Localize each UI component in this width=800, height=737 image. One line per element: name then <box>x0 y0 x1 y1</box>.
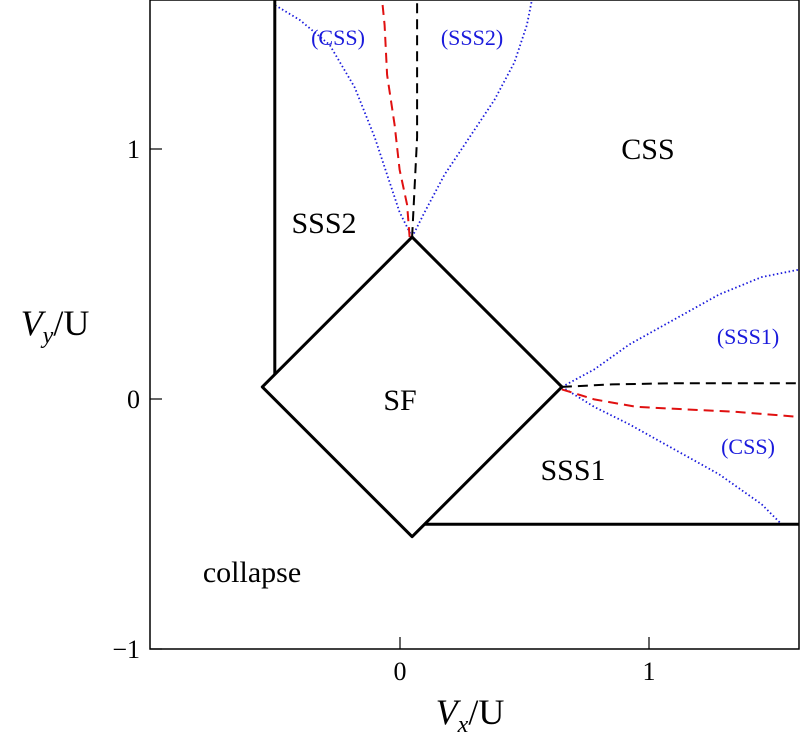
dotted-curve-right-lower <box>561 386 783 525</box>
y-axis-label-sub: y <box>41 323 54 349</box>
dashed-curve-right-black <box>561 382 799 388</box>
y-tick-label-1: 1 <box>127 135 140 164</box>
x-axis-label-main: V <box>436 692 462 732</box>
x-tick-label-1: 1 <box>643 657 656 686</box>
plot-frame <box>149 0 800 650</box>
region-label-css: CSS <box>621 133 674 166</box>
y-tick-label-0: 0 <box>127 385 140 414</box>
annotation-right-sss1: (SSS1) <box>717 324 779 349</box>
x-axis-label-rest: /U <box>468 692 504 732</box>
region-label-sss2: SSS2 <box>291 207 356 240</box>
y-axis-label-rest: /U <box>53 303 89 343</box>
annotation-right-css: (CSS) <box>721 434 775 459</box>
x-axis-label: Vx/U <box>436 692 505 737</box>
dashed-curve-right-red <box>561 388 800 418</box>
annotation-top-css: (CSS) <box>311 25 365 50</box>
curves <box>260 0 800 539</box>
annotation-top-sss2: (SSS2) <box>441 25 503 50</box>
region-label-sf: SF <box>383 384 416 417</box>
dashed-curve-top-red <box>381 0 411 238</box>
y-axis-label-main: V <box>21 303 47 343</box>
region-label-sss1: SSS1 <box>540 454 605 487</box>
x-tick-label-0: 0 <box>394 657 407 686</box>
dashed-curve-top-black <box>411 0 419 238</box>
x-axis-label-sub: x <box>457 712 469 737</box>
region-label-collapse: collapse <box>203 556 301 589</box>
y-tick-label-neg1: −1 <box>112 635 140 664</box>
y-axis-label: Vy/U <box>21 303 90 349</box>
dotted-curve-right-upper <box>561 268 800 388</box>
tick-marks <box>150 148 650 650</box>
boundary-sf-diamond <box>260 236 564 539</box>
